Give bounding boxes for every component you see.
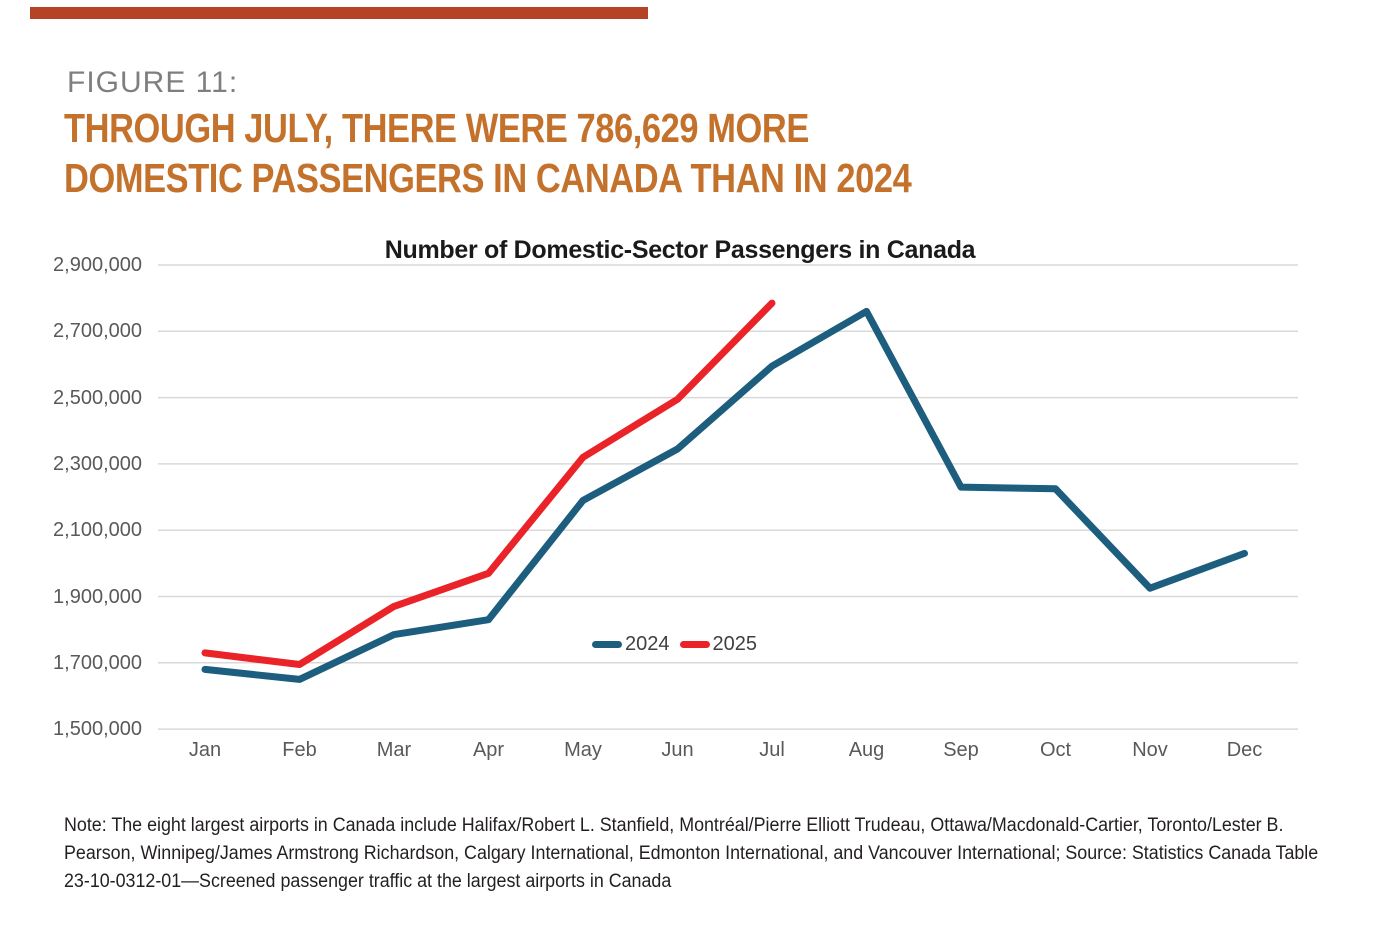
legend-label-2025: 2025 [712, 632, 758, 655]
legend-label-2024: 2024 [625, 632, 670, 655]
plot-area [158, 264, 1298, 730]
chart-legend: 2024 2025 [592, 632, 758, 656]
y-axis-label: 1,500,000 [53, 718, 142, 741]
legend-item-2024: 2024 [592, 633, 670, 656]
figure-label: FIGURE 11: [67, 66, 239, 99]
source-note-line: 23-10-0312-01—Screened passenger traffic… [64, 871, 672, 892]
y-axis-label: 2,500,000 [53, 386, 142, 409]
series-line-2024 [201, 307, 1248, 683]
y-axis-label: 2,300,000 [53, 452, 142, 475]
figure-heading-line2: DOMESTIC PASSENGERS IN CANADA THAN IN 20… [64, 155, 912, 201]
x-axis-label: Dec [1226, 739, 1263, 761]
chart-title: Number of Domestic-Sector Passengers in … [384, 236, 976, 264]
x-axis-label: Jun [661, 739, 694, 761]
source-note: Note: The eight largest airports in Cana… [64, 812, 1319, 896]
legend-swatch-2024 [592, 640, 622, 648]
passenger-line-chart: Number of Domestic-Sector Passengers in … [0, 233, 1382, 778]
figure-heading: THROUGH JULY, THERE WERE 786,629 MORE DO… [64, 103, 912, 203]
x-axis-label: Jan [188, 739, 222, 761]
x-axis-label: Feb [282, 739, 317, 761]
series-line-2025 [201, 299, 776, 668]
x-axis-label: Oct [1039, 739, 1072, 761]
x-axis-label: Jul [759, 739, 785, 761]
figure-heading-line1: THROUGH JULY, THERE WERE 786,629 MORE [64, 105, 809, 151]
legend-item-2025: 2025 [679, 632, 758, 656]
x-axis-label: Aug [848, 739, 885, 761]
x-axis-label: Sep [943, 739, 979, 761]
x-axis-label: May [564, 739, 602, 761]
y-axis-label: 2,700,000 [53, 320, 142, 343]
x-axis-label: Nov [1132, 739, 1168, 761]
y-axis-label: 2,900,000 [53, 254, 142, 276]
legend-swatch-2025 [679, 640, 710, 648]
source-note-line: Note: The eight largest airports in Cana… [64, 815, 1284, 836]
top-accent-bar [30, 7, 648, 19]
y-axis-label: 1,700,000 [53, 651, 142, 674]
x-axis-label: Apr [472, 739, 505, 761]
y-axis-label: 1,900,000 [53, 585, 142, 608]
x-axis-label: Mar [376, 739, 412, 761]
y-axis-label: 2,100,000 [53, 519, 142, 542]
source-note-line: Pearson, Winnipeg/James Armstrong Richar… [64, 843, 1319, 864]
